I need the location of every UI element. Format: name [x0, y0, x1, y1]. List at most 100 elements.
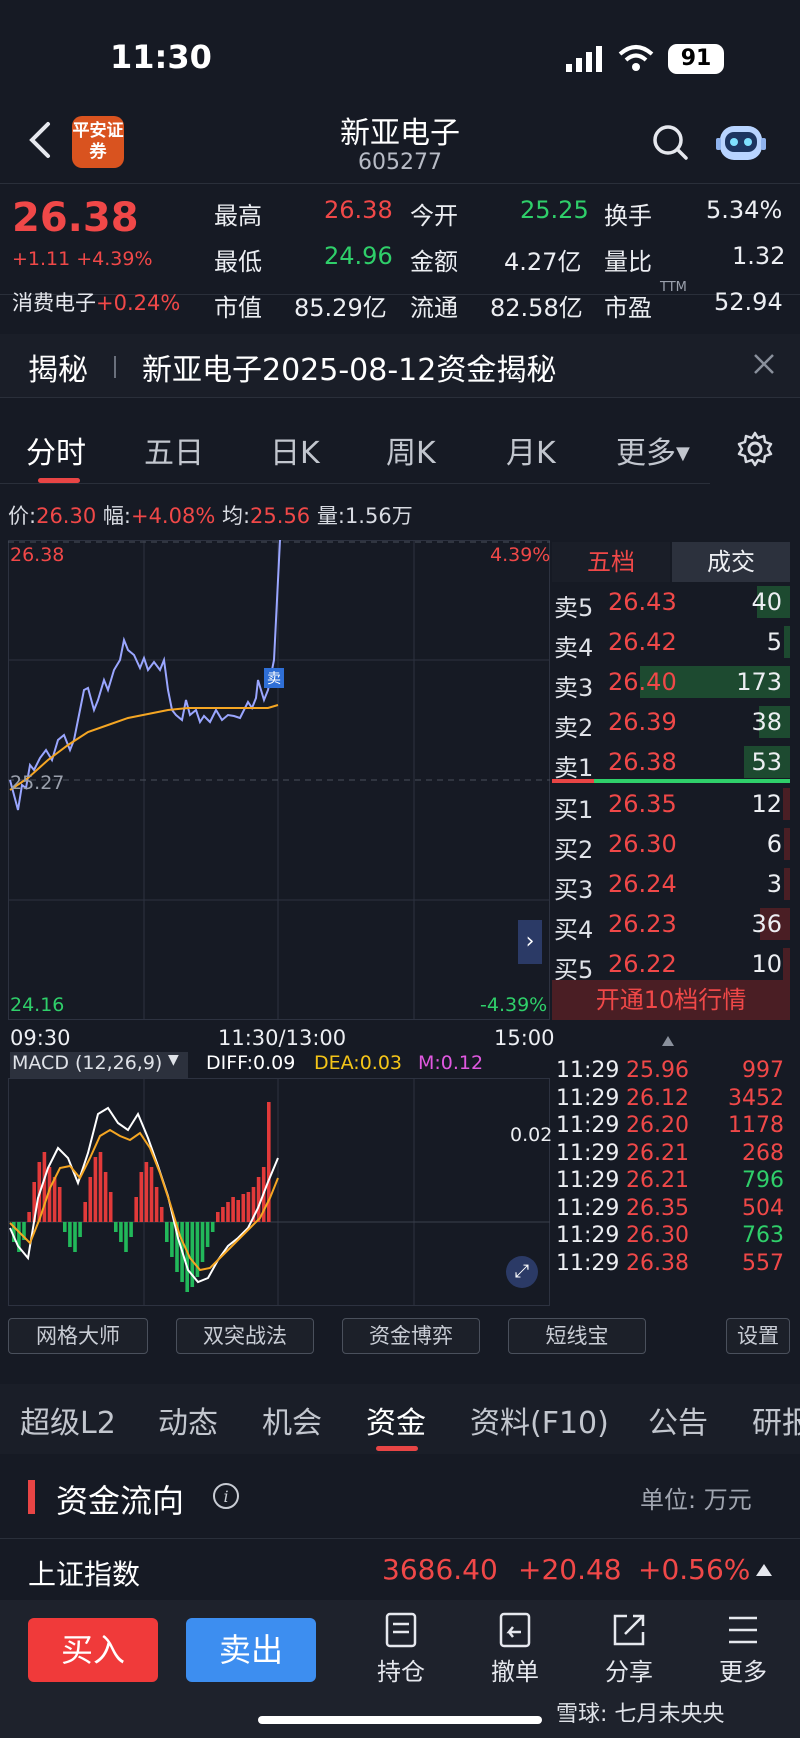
macd-histogram-bar	[154, 1187, 159, 1222]
tab-five-day[interactable]: 五日	[144, 436, 204, 471]
tab-opportunity[interactable]: 机会	[262, 1406, 322, 1441]
sell-button[interactable]: 卖出	[186, 1618, 316, 1682]
back-chevron-icon[interactable]	[22, 118, 62, 162]
ask-level-row[interactable]: 卖3 26.40 173	[552, 662, 790, 702]
ask-level-row[interactable]: 卖1 26.38 53	[552, 742, 790, 782]
share-button[interactable]: 分享	[584, 1612, 674, 1687]
bid-level-row[interactable]: 买2 26.30 6	[552, 824, 790, 864]
high-label: 最高	[214, 202, 262, 230]
pct-axis-bottom: -4.39%	[480, 994, 548, 1016]
ask-level-row[interactable]: 卖4 26.42 5	[552, 622, 790, 662]
average-price-line	[9, 704, 279, 791]
float-cap-label: 流通	[410, 294, 458, 322]
macd-histogram-bar	[12, 1222, 16, 1242]
macd-diff: DIFF:0.09	[206, 1052, 296, 1074]
bid-level-row[interactable]: 买5 26.22 10	[552, 944, 790, 984]
index-ticker-row[interactable]	[0, 1538, 800, 1600]
notice-text[interactable]: 新亚电子2025-08-12资金揭秘	[142, 353, 557, 388]
info-price: 26.30	[36, 504, 97, 528]
tick-volume: 3452	[728, 1085, 784, 1111]
tab-capital[interactable]: 资金	[366, 1406, 426, 1441]
info-amp-label: 幅:	[102, 504, 131, 528]
tick-price: 26.30	[626, 1223, 689, 1248]
fullscreen-icon[interactable]: ⤢	[506, 1256, 538, 1288]
y-axis-mid: 25.27	[10, 772, 65, 794]
tool-settings-button[interactable]: 设置	[726, 1318, 790, 1354]
tab-weekly-k[interactable]: 周K	[386, 436, 436, 471]
info-icon[interactable]: i	[212, 1482, 240, 1510]
level-volume: 6	[766, 830, 782, 858]
tab-more[interactable]: 更多▼	[616, 428, 690, 472]
crosshair-info-line: 价:26.30 幅:+4.08% 均:25.56 量:1.56万	[8, 500, 413, 530]
macd-histogram-bar	[88, 1177, 93, 1222]
sell-signal-label: 卖	[267, 671, 281, 687]
collapse-up-icon[interactable]	[662, 1036, 674, 1046]
macd-histogram-bar	[267, 1102, 271, 1222]
tick-time: 11:29	[556, 1140, 620, 1166]
short-term-button[interactable]: 短线宝	[508, 1318, 646, 1354]
tab-news[interactable]: 动态	[158, 1406, 218, 1441]
tab-super-l2[interactable]: 超级L2	[20, 1406, 116, 1441]
bid-level-row[interactable]: 买3 26.24 3	[552, 864, 790, 904]
info-vol: 1.56万	[344, 504, 413, 528]
tab-five-levels[interactable]: 五档	[552, 542, 670, 582]
level-label: 买4	[554, 916, 594, 944]
trade-tick-row: 11:29 26.30 763	[554, 1223, 790, 1253]
tab-intraday[interactable]: 分时	[26, 436, 86, 471]
macd-selector[interactable]	[10, 1052, 188, 1078]
tab-research[interactable]: 研报	[752, 1406, 800, 1441]
bid-level-row[interactable]: 买4 26.23 36	[552, 904, 790, 944]
bid-level-row[interactable]: 买1 26.35 12	[552, 784, 790, 824]
index-name: 上证指数	[28, 1558, 141, 1591]
ai-assistant-robot-icon[interactable]	[716, 118, 766, 166]
tab-announcements[interactable]: 公告	[648, 1406, 708, 1441]
share-label: 分享	[605, 1658, 653, 1686]
gear-icon[interactable]	[736, 430, 774, 468]
market-cap-value: 85.29亿	[294, 294, 387, 322]
ask-level-row[interactable]: 卖2 26.39 38	[552, 702, 790, 742]
tick-price: 26.38	[626, 1250, 689, 1276]
level-volume: 36	[751, 910, 782, 938]
intraday-chart: 卖	[8, 540, 550, 1020]
search-icon[interactable]	[650, 122, 690, 162]
cancel-order-button[interactable]: 撤单	[470, 1612, 560, 1687]
index-change: +20.48	[518, 1553, 622, 1586]
capital-game-button[interactable]: 资金博弈	[342, 1318, 480, 1354]
caret-up-icon[interactable]	[756, 1564, 772, 1576]
upgrade-10-levels-button[interactable]: 开通10档行情	[552, 980, 790, 1020]
notice-bar[interactable]	[0, 334, 800, 398]
holdings-icon	[385, 1612, 417, 1648]
home-indicator[interactable]	[258, 1716, 542, 1724]
cancel-order-icon	[499, 1612, 531, 1648]
macd-dea: DEA:0.03	[314, 1052, 403, 1074]
tab-f10[interactable]: 资料(F10)	[470, 1406, 609, 1441]
tick-time: 11:29	[556, 1085, 620, 1111]
info-price-label: 价:	[8, 504, 37, 528]
grid-master-button[interactable]: 网格大师	[8, 1318, 148, 1354]
trade-tick-row: 11:29 26.12 3452	[554, 1086, 790, 1116]
macd-histogram-bar	[231, 1197, 235, 1222]
double-breakout-button[interactable]: 双突战法	[176, 1318, 314, 1354]
y-axis-bottom: 24.16	[10, 994, 65, 1016]
macd-histogram-bar	[134, 1197, 138, 1222]
macd-histogram-bar	[236, 1200, 240, 1222]
macd-histogram-bar	[190, 1222, 195, 1287]
tab-trades[interactable]: 成交	[672, 542, 790, 582]
info-avg: 25.56	[250, 504, 311, 528]
tick-time: 11:29	[556, 1058, 620, 1083]
amount-label: 金额	[410, 248, 458, 276]
ask-level-row[interactable]: 卖5 26.43 40	[552, 582, 790, 622]
close-icon[interactable]	[750, 350, 778, 378]
more-button[interactable]: 更多	[698, 1612, 788, 1687]
holdings-button[interactable]: 持仓	[356, 1612, 446, 1687]
bid-ask-divider-red	[552, 779, 594, 783]
sector-info[interactable]: 消费电子+0.24%	[12, 287, 180, 317]
tick-time: 11:29	[556, 1113, 620, 1138]
tab-daily-k[interactable]: 日K	[270, 436, 320, 471]
volume-depth-bar	[758, 706, 790, 738]
price-line	[9, 540, 281, 811]
buy-button[interactable]: 买入	[28, 1618, 158, 1682]
macd-histogram-bar	[68, 1222, 72, 1247]
tab-monthly-k[interactable]: 月K	[506, 436, 556, 471]
chevron-right-icon[interactable]: ›	[518, 920, 542, 964]
